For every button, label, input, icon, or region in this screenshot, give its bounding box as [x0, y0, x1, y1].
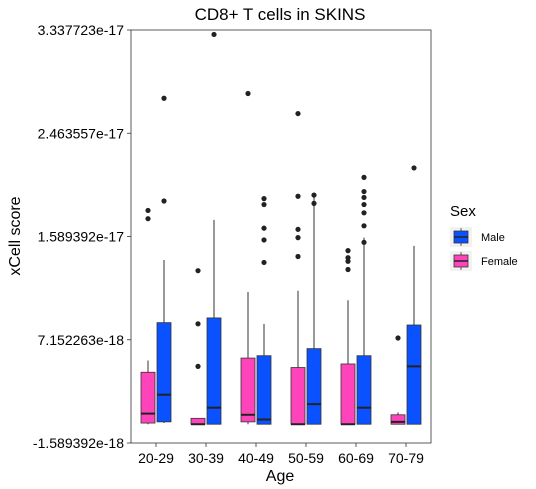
outlier-point	[361, 201, 367, 208]
outlier-point	[161, 198, 167, 204]
outlier-point	[411, 165, 417, 171]
box-body	[406, 324, 422, 425]
box-female-30-39	[190, 268, 206, 426]
outlier-point	[261, 237, 267, 243]
y-tick-label: -1.589392e-18	[33, 435, 124, 451]
box-male-30-39	[206, 31, 222, 425]
plot-panel	[130, 29, 432, 444]
outlier-point	[295, 110, 301, 117]
outlier-point	[295, 235, 301, 241]
box-body	[390, 414, 406, 425]
outlier-point	[195, 363, 201, 369]
legend-item-male: Male	[450, 227, 505, 247]
box-male-70-79	[406, 165, 422, 425]
outlier-point	[311, 192, 317, 198]
outlier-point	[295, 193, 301, 199]
outlier-point	[261, 196, 267, 202]
outlier-point	[345, 266, 351, 273]
x-axis-title: Age	[266, 468, 295, 485]
legend-item-female: Female	[450, 251, 518, 271]
x-tick-label: 40-49	[238, 450, 274, 466]
box-female-50-59	[290, 110, 306, 426]
legend: Sex Male Female	[450, 203, 518, 271]
outlier-point	[361, 223, 367, 229]
legend-title: Sex	[450, 203, 476, 220]
x-tick-label: 60-69	[338, 450, 374, 466]
outlier-point	[161, 95, 167, 101]
box-series-group	[140, 31, 422, 426]
x-tick-label: 50-59	[288, 450, 324, 466]
outlier-point	[361, 188, 367, 195]
box-body	[206, 317, 222, 425]
x-tick-label: 30-39	[188, 450, 224, 466]
outlier-point	[311, 200, 317, 206]
x-tick-label: 70-79	[388, 450, 424, 466]
outlier-point	[211, 31, 217, 38]
outlier-point	[245, 90, 251, 97]
outlier-point	[361, 194, 367, 201]
y-axis-title: xCell score	[7, 196, 24, 275]
outlier-point	[361, 210, 367, 216]
outlier-point	[395, 335, 401, 341]
outlier-point	[261, 225, 267, 231]
box-body	[340, 363, 356, 425]
box-male-50-59	[306, 192, 322, 425]
y-tick-label: 2.463557e-17	[38, 125, 125, 141]
box-body	[256, 355, 272, 425]
y-tick-label: 7.152263e-18	[38, 332, 125, 348]
legend-label: Male	[481, 232, 505, 244]
outlier-point	[295, 226, 301, 232]
box-female-60-69	[340, 248, 356, 426]
outlier-point	[295, 253, 301, 260]
box-body	[140, 371, 156, 424]
outlier-point	[261, 259, 267, 266]
box-female-70-79	[390, 335, 406, 425]
outlier-point	[361, 239, 367, 245]
outlier-point	[195, 321, 201, 327]
outlier-point	[195, 268, 201, 274]
box-body	[240, 357, 256, 423]
box-male-40-49	[256, 196, 272, 425]
outlier-point	[361, 174, 367, 180]
box-body	[356, 355, 372, 425]
box-female-40-49	[240, 90, 256, 425]
box-female-20-29	[140, 207, 156, 425]
chart-title: CD8+ T cells in SKINS	[195, 5, 366, 24]
x-axis: 20-29 30-39 40-49 50-59 60-69 70-79	[138, 443, 424, 466]
box-body	[156, 322, 172, 423]
y-tick-label: 1.589392e-17	[38, 228, 125, 244]
outlier-point	[145, 216, 151, 222]
box-male-20-29	[156, 95, 172, 424]
box-male-60-69	[356, 174, 372, 425]
outlier-point	[345, 255, 351, 261]
outlier-point	[345, 248, 351, 254]
x-tick-label: 20-29	[138, 450, 174, 466]
outlier-point	[261, 201, 267, 208]
legend-label: Female	[481, 256, 518, 268]
outlier-point	[145, 207, 151, 214]
y-tick-label: 3.337723e-17	[38, 22, 125, 38]
y-axis: -1.589392e-18 7.152263e-18 1.589392e-17 2.4…	[33, 22, 131, 451]
box-body	[306, 348, 322, 425]
box-body	[290, 367, 306, 425]
